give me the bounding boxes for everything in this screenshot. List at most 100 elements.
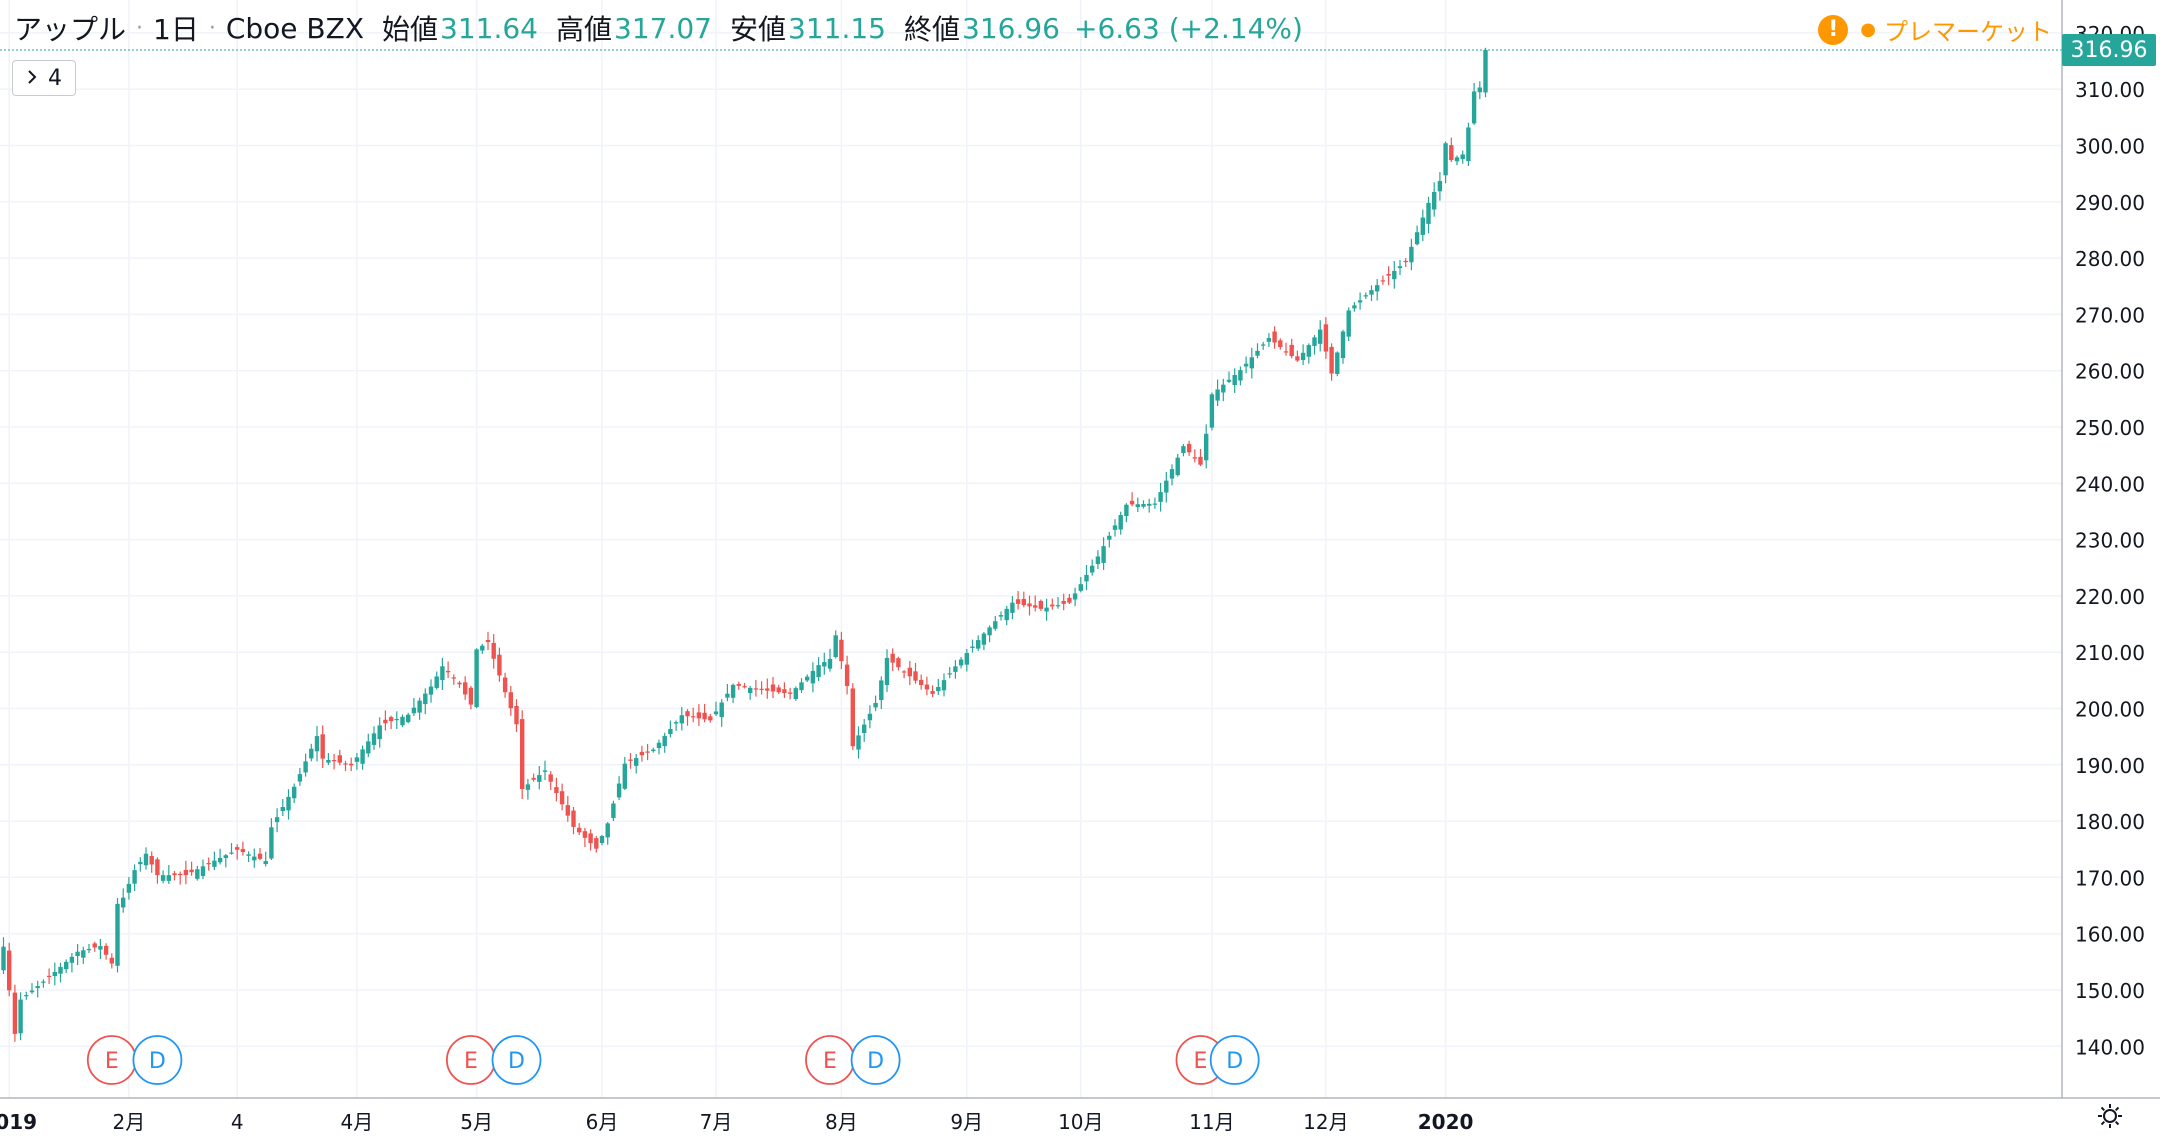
- candle[interactable]: [759, 681, 764, 695]
- candle[interactable]: [1443, 141, 1448, 184]
- candle[interactable]: [149, 851, 154, 873]
- candle[interactable]: [41, 979, 46, 988]
- candle[interactable]: [919, 674, 924, 690]
- candle[interactable]: [805, 674, 810, 683]
- candle[interactable]: [691, 707, 696, 723]
- candle[interactable]: [12, 984, 18, 1042]
- dividend-marker[interactable]: D: [1209, 1035, 1260, 1085]
- candle[interactable]: [1306, 343, 1311, 364]
- candle[interactable]: [257, 848, 263, 861]
- candle[interactable]: [936, 678, 941, 695]
- candle[interactable]: [901, 670, 907, 679]
- candle[interactable]: [1289, 338, 1294, 359]
- candle[interactable]: [200, 859, 206, 880]
- candle[interactable]: [565, 796, 570, 822]
- candle[interactable]: [1266, 333, 1272, 348]
- candle[interactable]: [839, 631, 844, 670]
- candle[interactable]: [1021, 591, 1026, 608]
- candle[interactable]: [548, 771, 553, 791]
- candle[interactable]: [1004, 605, 1009, 626]
- candle[interactable]: [240, 841, 246, 856]
- candle[interactable]: [628, 753, 633, 769]
- candle[interactable]: [993, 615, 998, 631]
- candle[interactable]: [86, 943, 92, 954]
- candle[interactable]: [1015, 591, 1021, 610]
- candle[interactable]: [588, 829, 593, 851]
- candle[interactable]: [1141, 500, 1146, 509]
- candle[interactable]: [138, 857, 143, 872]
- candle[interactable]: [263, 851, 268, 867]
- candle[interactable]: [1050, 598, 1055, 610]
- candle[interactable]: [958, 656, 964, 669]
- warning-icon[interactable]: !: [1818, 14, 1849, 45]
- candle[interactable]: [1454, 155, 1460, 166]
- candle[interactable]: [782, 682, 787, 699]
- candle[interactable]: [35, 980, 40, 998]
- candle[interactable]: [1238, 366, 1243, 386]
- candle[interactable]: [822, 652, 827, 675]
- earnings-marker[interactable]: E: [805, 1035, 855, 1085]
- candle[interactable]: [417, 697, 422, 720]
- candle[interactable]: [1152, 497, 1158, 509]
- candle[interactable]: [121, 888, 126, 913]
- candle[interactable]: [525, 778, 531, 800]
- candle[interactable]: [1340, 329, 1346, 364]
- candle[interactable]: [366, 733, 371, 758]
- candle[interactable]: [862, 718, 867, 742]
- candle[interactable]: [1369, 285, 1374, 302]
- candle[interactable]: [377, 717, 382, 748]
- candle[interactable]: [668, 720, 673, 738]
- candle[interactable]: [1158, 482, 1163, 512]
- candle[interactable]: [1255, 343, 1260, 359]
- candle[interactable]: [520, 710, 525, 800]
- candle[interactable]: [1460, 150, 1465, 164]
- candle[interactable]: [1221, 378, 1226, 402]
- candle[interactable]: [1346, 307, 1351, 341]
- candle[interactable]: [537, 765, 542, 790]
- candle[interactable]: [981, 632, 987, 651]
- candle[interactable]: [793, 686, 798, 701]
- candle[interactable]: [92, 941, 97, 952]
- candle[interactable]: [582, 827, 588, 848]
- candle[interactable]: [765, 678, 770, 699]
- candle[interactable]: [349, 757, 354, 772]
- candle[interactable]: [964, 648, 969, 672]
- candle[interactable]: [229, 843, 234, 855]
- dividend-marker[interactable]: D: [491, 1035, 542, 1085]
- candle[interactable]: [1483, 47, 1488, 98]
- candle[interactable]: [235, 844, 240, 860]
- candle[interactable]: [1118, 511, 1123, 535]
- candle[interactable]: [206, 857, 211, 871]
- candle[interactable]: [1186, 440, 1192, 456]
- candle[interactable]: [474, 648, 479, 709]
- candle[interactable]: [873, 695, 878, 712]
- candle[interactable]: [879, 676, 884, 709]
- candle[interactable]: [1300, 344, 1306, 366]
- candle[interactable]: [531, 773, 536, 782]
- candle[interactable]: [343, 760, 348, 772]
- candle[interactable]: [708, 713, 713, 723]
- candle[interactable]: [1010, 596, 1015, 620]
- candle[interactable]: [542, 760, 548, 781]
- candle[interactable]: [46, 968, 52, 984]
- candle[interactable]: [337, 749, 342, 766]
- candle[interactable]: [651, 747, 656, 753]
- candle[interactable]: [1147, 498, 1152, 513]
- candle[interactable]: [1232, 368, 1237, 393]
- candle[interactable]: [850, 683, 855, 751]
- candle[interactable]: [491, 634, 496, 669]
- candle[interactable]: [440, 657, 445, 690]
- candle[interactable]: [1409, 238, 1414, 271]
- candle[interactable]: [1363, 292, 1368, 300]
- candle[interactable]: [457, 680, 462, 688]
- candle[interactable]: [645, 744, 650, 761]
- candle[interactable]: [29, 983, 35, 994]
- indicators-collapse-button[interactable]: 4: [12, 60, 76, 96]
- candle[interactable]: [217, 848, 223, 865]
- candle[interactable]: [1261, 341, 1266, 350]
- candle[interactable]: [810, 662, 816, 693]
- candle[interactable]: [753, 679, 759, 697]
- candle[interactable]: [896, 656, 901, 671]
- candle[interactable]: [1169, 464, 1175, 486]
- candle[interactable]: [571, 806, 576, 835]
